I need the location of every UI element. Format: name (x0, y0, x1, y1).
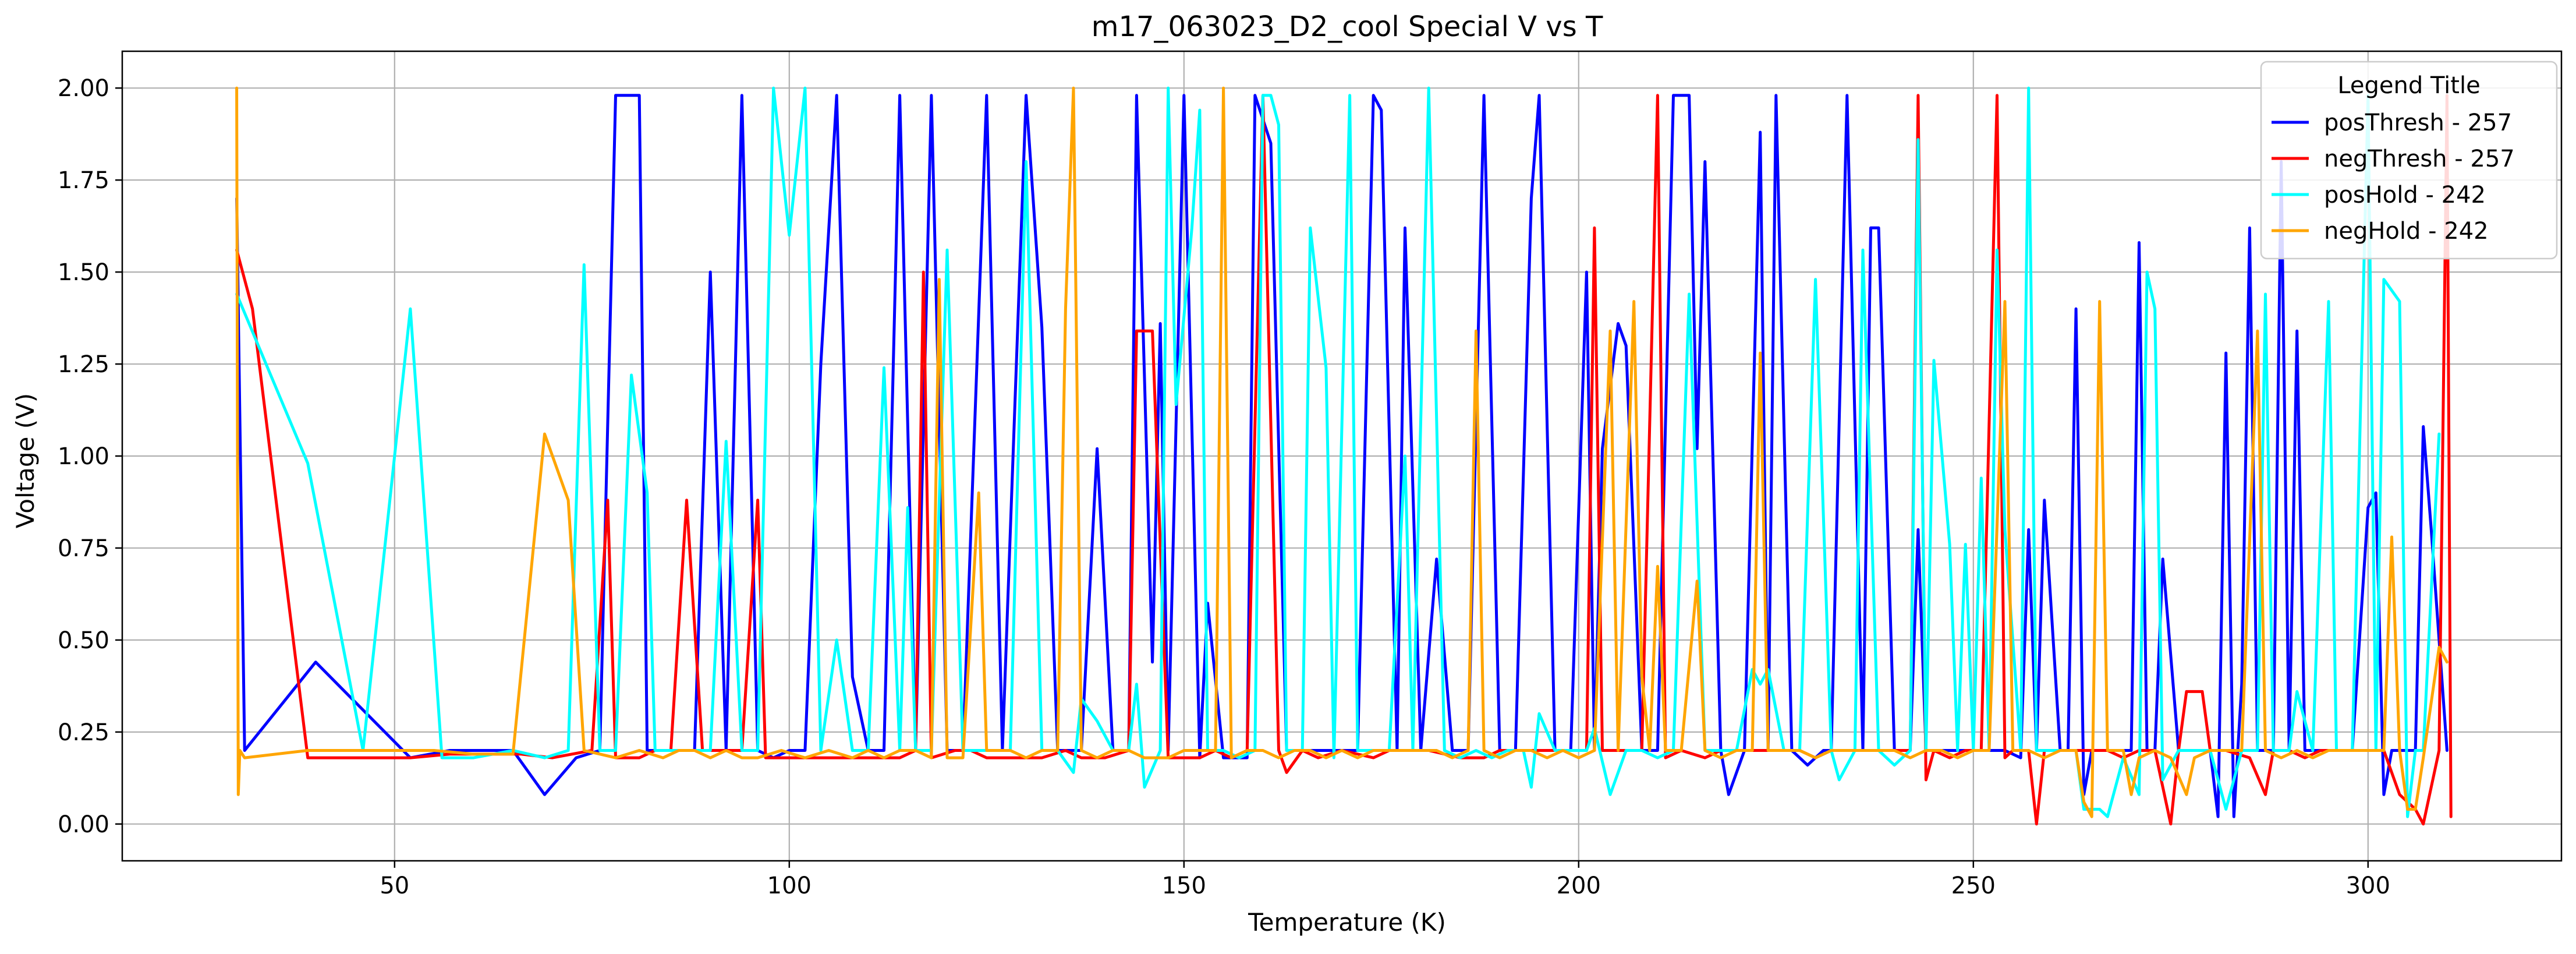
series-group (235, 86, 2453, 826)
axis-ticks: 50 100 150 200 250 300 0.00 0.25 0.50 0.75 1.00 1.2… (58, 75, 2390, 899)
y-tick-label: 1.00 (58, 443, 109, 470)
legend-label-0: posThresh - 257 (2324, 109, 2512, 136)
x-tick-label: 50 (380, 872, 409, 899)
y-tick-label: 0.00 (58, 811, 109, 838)
legend-label-3: negHold - 242 (2324, 218, 2489, 245)
x-tick-label: 100 (767, 872, 812, 899)
legend-items: posThresh - 257 negThresh - 257 posHold - … (2272, 109, 2515, 245)
series-line-3 (235, 86, 2449, 818)
legend-box (2260, 61, 2558, 260)
y-tick-label: 0.25 (58, 719, 109, 746)
y-tick-label: 1.25 (58, 351, 109, 378)
legend-title: Legend Title (2337, 72, 2480, 99)
legend: Legend Title posThresh - 257 negThresh - … (2260, 61, 2558, 260)
x-tick-label: 200 (1557, 872, 1601, 899)
legend-label-1: negThresh - 257 (2324, 146, 2515, 172)
x-tick-label: 300 (2346, 872, 2390, 899)
y-tick-label: 0.50 (58, 627, 109, 654)
y-axis-label: Voltage (V) (11, 393, 40, 528)
series-line-1 (235, 94, 2453, 826)
chart-title: m17_063023_D2_cool Special V vs T (1092, 10, 1603, 43)
y-tick-label: 0.75 (58, 535, 109, 562)
x-tick-label: 150 (1162, 872, 1206, 899)
x-tick-label: 250 (1951, 872, 1996, 899)
x-axis-label: Temperature (K) (1248, 908, 1446, 937)
y-tick-label: 1.50 (58, 259, 109, 286)
y-tick-label: 2.00 (58, 75, 109, 102)
legend-label-2: posHold - 242 (2324, 182, 2486, 209)
y-tick-label: 1.75 (58, 167, 109, 194)
